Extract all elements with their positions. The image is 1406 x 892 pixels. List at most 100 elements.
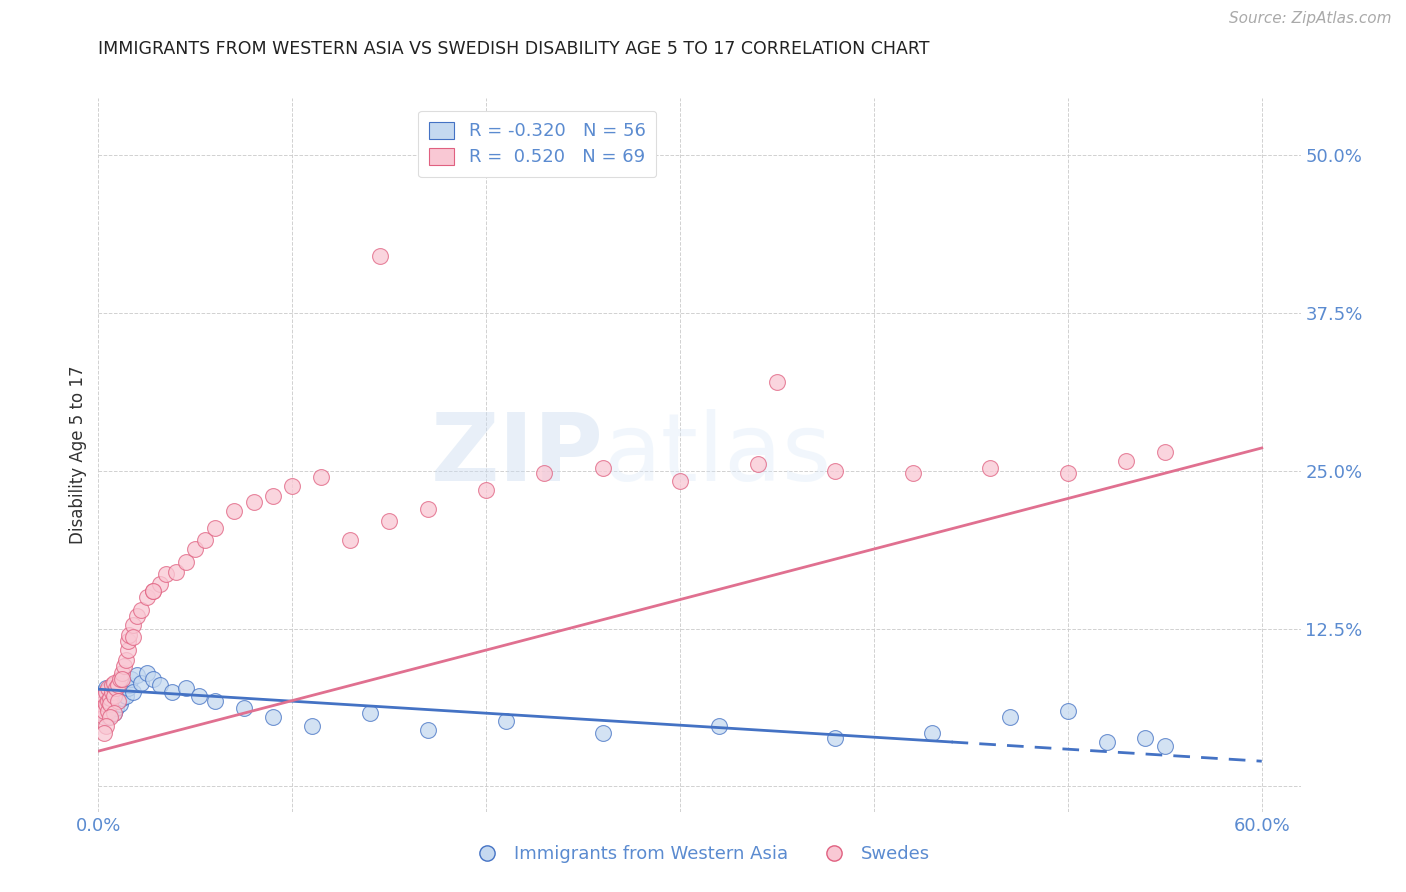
Point (155, 567, 177, 582)
Point (184, 541, 207, 556)
Point (114, 689, 136, 703)
Point (101, 684, 124, 698)
Point (117, 634, 139, 648)
Point (122, 631, 145, 645)
Point (204, 520, 226, 534)
Point (89, 693, 111, 707)
Point (97, 704, 120, 718)
Point (97, 693, 120, 707)
Point (149, 678, 172, 692)
Point (112, 676, 135, 690)
Point (111, 691, 134, 706)
Point (921, 726, 943, 740)
Point (117, 681, 139, 695)
Point (368, 249, 391, 263)
Point (96, 681, 118, 695)
Point (91, 706, 114, 721)
Point (97, 699, 120, 714)
Point (93, 704, 115, 718)
Text: Source: ZipAtlas.com: Source: ZipAtlas.com (1229, 11, 1392, 26)
Y-axis label: Disability Age 5 to 17: Disability Age 5 to 17 (69, 366, 87, 544)
Point (107, 693, 129, 707)
Point (122, 617, 145, 632)
Point (93, 706, 115, 721)
Point (93, 710, 115, 724)
Point (129, 676, 152, 690)
Point (103, 676, 125, 690)
Point (224, 504, 246, 518)
Point (747, 458, 769, 472)
Point (127, 668, 149, 682)
Point (339, 533, 361, 548)
Point (188, 689, 211, 703)
Point (111, 672, 134, 686)
Point (96, 684, 118, 698)
Point (824, 731, 846, 746)
Point (160, 684, 183, 698)
Point (232, 701, 254, 715)
Point (103, 691, 125, 706)
Point (901, 467, 924, 481)
Point (1153, 444, 1175, 458)
Point (108, 684, 131, 698)
Point (262, 489, 284, 503)
Point (1135, 731, 1157, 746)
Point (129, 602, 152, 616)
Point (174, 681, 197, 695)
Point (979, 461, 1001, 475)
Point (108, 672, 131, 686)
Point (142, 672, 165, 686)
Legend: Immigrants from Western Asia, Swedes: Immigrants from Western Asia, Swedes (463, 838, 936, 871)
Point (98, 693, 121, 707)
Point (118, 678, 141, 692)
Point (89, 693, 111, 707)
Point (93, 726, 115, 740)
Point (416, 501, 439, 516)
Point (165, 565, 187, 579)
Point (107, 678, 129, 692)
Point (114, 653, 136, 667)
Text: IMMIGRANTS FROM WESTERN ASIA VS SWEDISH DISABILITY AGE 5 TO 17 CORRELATION CHART: IMMIGRANTS FROM WESTERN ASIA VS SWEDISH … (98, 40, 929, 58)
Point (475, 483, 498, 497)
Point (301, 719, 323, 733)
Point (149, 577, 172, 591)
Point (378, 514, 401, 528)
Point (766, 376, 789, 390)
Point (97, 681, 120, 695)
Point (104, 684, 127, 698)
Point (98, 710, 121, 724)
Point (142, 583, 165, 598)
Point (142, 583, 165, 598)
Point (93, 689, 115, 703)
Point (127, 609, 149, 624)
Point (103, 706, 125, 721)
Point (93, 698, 115, 712)
Point (98, 704, 121, 718)
Point (669, 474, 692, 488)
Point (117, 643, 139, 657)
Point (495, 714, 517, 728)
Text: atlas: atlas (603, 409, 831, 501)
Point (98, 698, 121, 712)
Point (592, 461, 614, 475)
Point (242, 495, 264, 509)
Point (91, 699, 114, 714)
Point (311, 470, 333, 484)
Point (194, 533, 217, 548)
Point (1057, 704, 1080, 718)
Point (111, 665, 134, 680)
Text: ZIP: ZIP (430, 409, 603, 501)
Point (359, 706, 381, 721)
Point (112, 659, 135, 673)
Point (1057, 467, 1080, 481)
Point (96, 704, 118, 718)
Point (104, 701, 127, 715)
Point (135, 665, 157, 680)
Point (101, 698, 124, 712)
Point (707, 719, 730, 733)
Point (118, 628, 141, 642)
Point (89, 701, 111, 715)
Point (174, 555, 197, 569)
Point (104, 681, 127, 695)
Point (204, 693, 226, 707)
